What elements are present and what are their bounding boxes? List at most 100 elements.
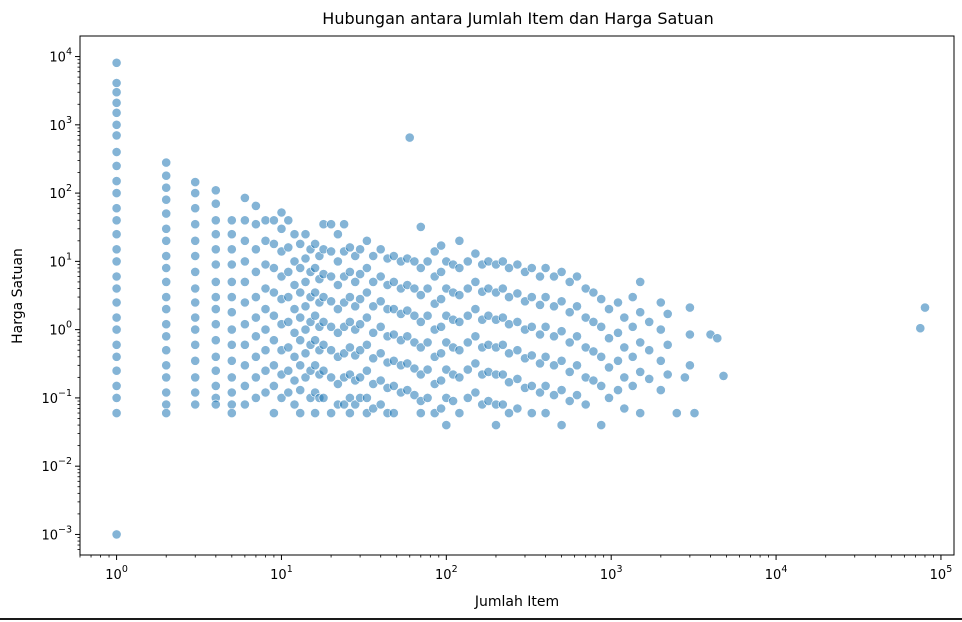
data-point (210, 276, 221, 287)
data-point (190, 203, 201, 214)
data-point (361, 339, 372, 350)
data-point (226, 244, 237, 255)
data-point (355, 372, 365, 383)
data-point (250, 312, 261, 323)
data-point (920, 302, 930, 313)
data-point (339, 399, 349, 410)
data-point (210, 335, 221, 346)
data-point (689, 408, 700, 418)
data-point (564, 366, 575, 377)
data-point (448, 396, 458, 406)
data-point (332, 304, 343, 314)
data-point (318, 392, 329, 403)
data-point (436, 375, 446, 386)
data-point (332, 280, 343, 290)
data-point (268, 287, 279, 298)
data-point (526, 263, 537, 273)
data-point (404, 132, 415, 143)
points-layer (111, 57, 930, 540)
data-point (627, 292, 638, 302)
data-point (580, 312, 591, 323)
data-point (556, 385, 567, 395)
data-point (250, 372, 261, 383)
data-point (454, 263, 465, 273)
data-point (161, 263, 172, 273)
data-point (310, 408, 320, 418)
data-point (402, 305, 413, 316)
data-point (295, 335, 306, 346)
data-point (627, 351, 638, 362)
data-point (300, 324, 311, 335)
data-point (250, 392, 261, 403)
y-axis-ticks: 10−3 10−2 10−1 100 101 102 103 104 (41, 47, 80, 550)
data-point (409, 310, 420, 321)
data-point (161, 399, 172, 410)
data-point (635, 307, 646, 318)
x-tick-label: 100 (105, 564, 128, 583)
data-point (239, 192, 250, 203)
data-point (190, 387, 201, 398)
data-point (226, 387, 237, 398)
data-point (572, 301, 582, 312)
data-point (260, 387, 271, 398)
data-point (415, 369, 426, 380)
data-point (436, 240, 446, 251)
data-point (540, 292, 551, 302)
data-point (422, 364, 433, 375)
data-point (295, 238, 306, 249)
data-point (276, 223, 287, 234)
data-point (239, 235, 250, 246)
data-point (161, 182, 172, 193)
data-point (635, 276, 646, 287)
data-point (210, 365, 221, 376)
data-point (111, 215, 122, 226)
data-point (226, 339, 237, 350)
data-point (161, 331, 172, 342)
data-point (111, 324, 122, 335)
data-point (613, 385, 623, 395)
data-point (512, 373, 523, 384)
data-point (226, 355, 237, 366)
data-point (361, 365, 372, 376)
data-point (556, 420, 567, 430)
data-point (375, 348, 386, 359)
data-point (210, 304, 221, 314)
y-tick-label: 103 (49, 115, 72, 134)
data-point (239, 215, 250, 226)
data-point (239, 360, 250, 371)
data-point (260, 324, 271, 335)
data-point (111, 392, 122, 403)
data-point (588, 375, 599, 386)
data-point (310, 310, 320, 321)
data-point (300, 276, 311, 287)
data-point (226, 292, 237, 302)
data-point (190, 324, 201, 335)
data-point (368, 353, 379, 364)
data-point (161, 408, 172, 418)
data-point (283, 316, 294, 327)
data-point (526, 292, 537, 302)
data-point (680, 372, 690, 383)
data-point (344, 292, 355, 302)
data-point (627, 321, 638, 332)
data-point (627, 380, 638, 391)
data-point (462, 364, 473, 375)
data-point (260, 215, 271, 226)
data-point (289, 375, 300, 386)
data-point (436, 321, 446, 332)
data-point (613, 297, 623, 308)
data-point (454, 316, 465, 327)
data-point (111, 147, 122, 157)
data-point (671, 408, 682, 418)
data-point (644, 373, 655, 384)
data-point (491, 420, 501, 430)
data-point (368, 403, 379, 414)
data-point (635, 366, 646, 377)
data-point (283, 242, 294, 253)
data-point (276, 271, 287, 282)
data-point (190, 297, 201, 308)
data-point (580, 342, 591, 353)
data-point (161, 194, 172, 205)
data-point (326, 246, 336, 257)
